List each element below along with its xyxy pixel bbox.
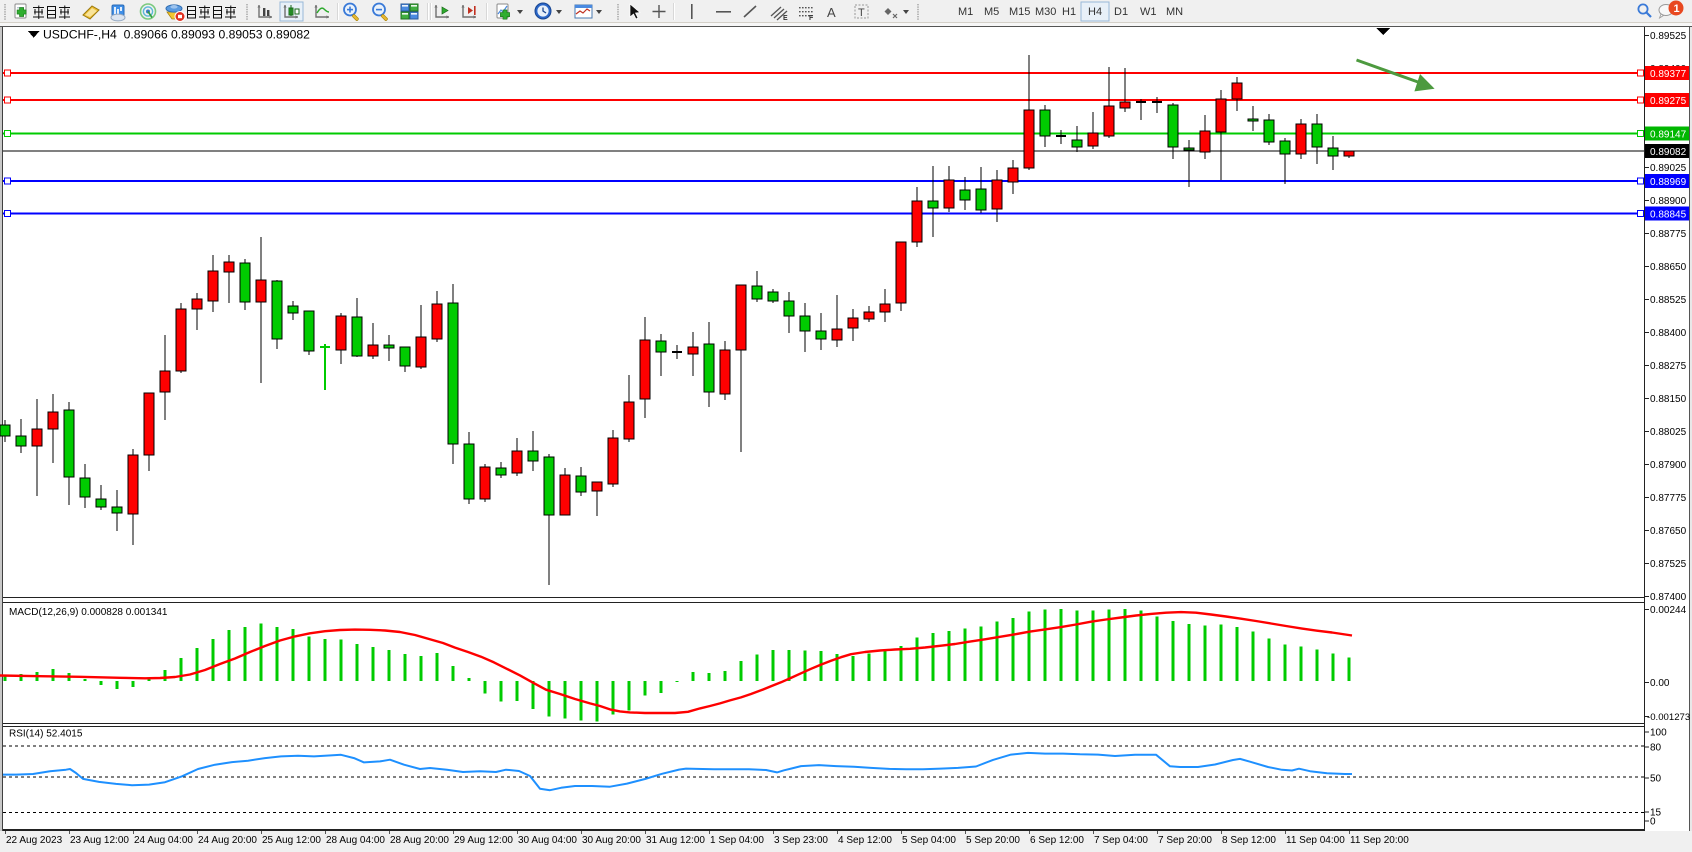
svg-text:M5: M5 [984, 6, 999, 18]
svg-text:A: A [827, 5, 836, 20]
svg-text:31 Aug 12:00: 31 Aug 12:00 [646, 835, 705, 846]
svg-text:80: 80 [1650, 743, 1662, 754]
svg-text:F: F [809, 15, 814, 22]
svg-text:7 Sep 04:00: 7 Sep 04:00 [1094, 835, 1148, 846]
svg-text:0: 0 [1650, 817, 1656, 828]
svg-text:24 Aug 20:00: 24 Aug 20:00 [198, 835, 257, 846]
svg-text:24 Aug 04:00: 24 Aug 04:00 [134, 835, 193, 846]
svg-text:T: T [858, 7, 865, 19]
svg-text:0.87900: 0.87900 [1650, 460, 1687, 471]
svg-text:11 Sep 04:00: 11 Sep 04:00 [1286, 835, 1345, 846]
svg-text:0.88900: 0.88900 [1650, 196, 1687, 207]
svg-text:30 Aug 04:00: 30 Aug 04:00 [518, 835, 577, 846]
svg-text:5 Sep 04:00: 5 Sep 04:00 [902, 835, 956, 846]
svg-text:E: E [783, 15, 788, 22]
svg-text:0.88969: 0.88969 [1650, 177, 1687, 188]
svg-text:30 Aug 20:00: 30 Aug 20:00 [582, 835, 641, 846]
svg-text:0.88650: 0.88650 [1650, 262, 1687, 273]
svg-text:8 Sep 12:00: 8 Sep 12:00 [1222, 835, 1276, 846]
svg-text:1 Sep 04:00: 1 Sep 04:00 [710, 835, 764, 846]
svg-text:M15: M15 [1009, 6, 1030, 18]
svg-text:0.87650: 0.87650 [1650, 526, 1687, 537]
svg-text:H4: H4 [1088, 6, 1102, 18]
svg-text:29 Aug 12:00: 29 Aug 12:00 [454, 835, 513, 846]
svg-text:1: 1 [1674, 3, 1680, 15]
svg-text:100: 100 [1650, 728, 1667, 739]
svg-text:W1: W1 [1140, 6, 1157, 18]
svg-text:0.89377: 0.89377 [1650, 69, 1687, 80]
svg-text:28 Aug 04:00: 28 Aug 04:00 [326, 835, 385, 846]
svg-text:0.89147: 0.89147 [1650, 130, 1687, 141]
svg-text:0.88025: 0.88025 [1650, 427, 1687, 438]
svg-text:0.88150: 0.88150 [1650, 394, 1687, 405]
svg-text:RSI(14) 52.4015: RSI(14) 52.4015 [9, 729, 83, 740]
svg-text:50: 50 [1650, 774, 1662, 785]
svg-text:7 Sep 20:00: 7 Sep 20:00 [1158, 835, 1212, 846]
svg-text:23 Aug 12:00: 23 Aug 12:00 [70, 835, 129, 846]
svg-text:28 Aug 20:00: 28 Aug 20:00 [390, 835, 449, 846]
svg-text:D1: D1 [1114, 6, 1128, 18]
svg-text:3 Sep 23:00: 3 Sep 23:00 [774, 835, 828, 846]
svg-text:0.88275: 0.88275 [1650, 361, 1687, 372]
svg-text:M30: M30 [1035, 6, 1056, 18]
svg-text:0.87775: 0.87775 [1650, 493, 1687, 504]
svg-text:0.88775: 0.88775 [1650, 229, 1687, 240]
svg-text:0.89025: 0.89025 [1650, 163, 1687, 174]
svg-text:0.88400: 0.88400 [1650, 328, 1687, 339]
svg-text:25 Aug 12:00: 25 Aug 12:00 [262, 835, 321, 846]
svg-text:4 Sep 12:00: 4 Sep 12:00 [838, 835, 892, 846]
svg-text:MACD(12,26,9) 0.000828 0.00134: MACD(12,26,9) 0.000828 0.001341 [9, 607, 168, 618]
svg-text:5 Sep 20:00: 5 Sep 20:00 [966, 835, 1020, 846]
svg-text:0.00: 0.00 [1650, 678, 1670, 689]
svg-text:USDCHF-,H4 0.89066 0.89093 0.: USDCHF-,H4 0.89066 0.89093 0.89053 0.890… [43, 28, 310, 42]
svg-text:22 Aug 2023: 22 Aug 2023 [6, 835, 63, 846]
svg-text:M1: M1 [958, 6, 973, 18]
svg-text:0.89082: 0.89082 [1650, 147, 1687, 158]
svg-text:-0.001273: -0.001273 [1647, 712, 1690, 723]
svg-text:11 Sep 20:00: 11 Sep 20:00 [1350, 835, 1409, 846]
svg-text:MN: MN [1166, 6, 1183, 18]
svg-text:0.88525: 0.88525 [1650, 295, 1687, 306]
svg-text:0.87400: 0.87400 [1650, 592, 1687, 603]
svg-text:6 Sep 12:00: 6 Sep 12:00 [1030, 835, 1084, 846]
svg-text:0.87525: 0.87525 [1650, 559, 1687, 570]
svg-text:0.89275: 0.89275 [1650, 96, 1687, 107]
svg-text:15: 15 [1650, 808, 1662, 819]
svg-text:H1: H1 [1062, 6, 1076, 18]
svg-text:0.00244: 0.00244 [1650, 605, 1687, 616]
svg-text:0.89525: 0.89525 [1650, 31, 1687, 42]
svg-text:0.88845: 0.88845 [1650, 210, 1687, 221]
